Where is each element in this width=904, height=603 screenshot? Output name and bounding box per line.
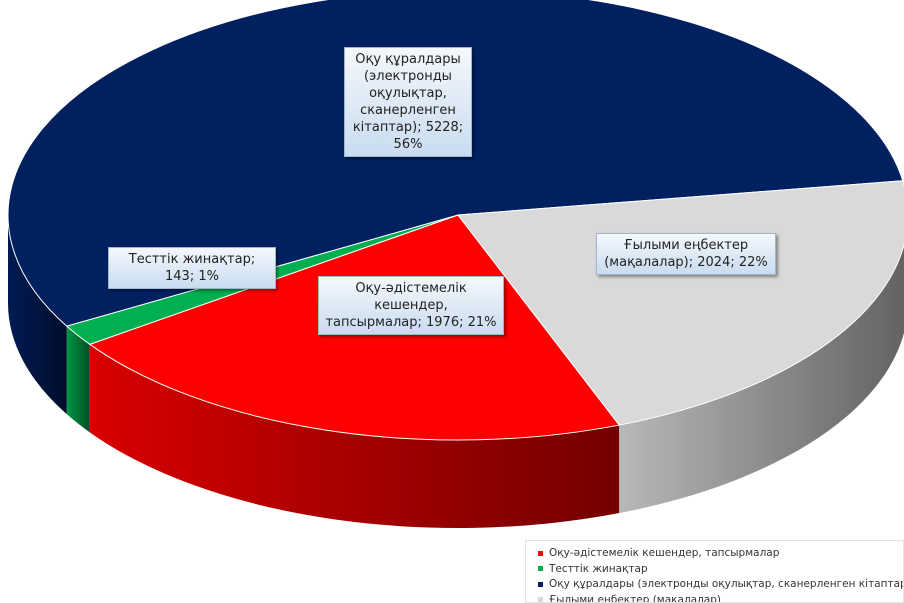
legend-swatch bbox=[538, 566, 543, 571]
data-label: Оқу-әдістемелік кешендер, тапсырмалар; 1… bbox=[318, 276, 504, 335]
legend-item: Оқу құралдары (электронды оқулықтар, ска… bbox=[538, 577, 903, 593]
legend-item: Ғылыми еңбектер (мақалалар) bbox=[538, 593, 903, 603]
data-label: Оқу құралдары (электронды оқулықтар, ска… bbox=[344, 47, 472, 157]
pie-side bbox=[89, 344, 620, 529]
data-label: Ғылыми еңбектер (мақалалар); 2024; 22% bbox=[596, 233, 776, 275]
pie-side bbox=[66, 326, 90, 433]
pie-slice bbox=[7, 0, 904, 327]
legend-item: Тесттік жинақтар bbox=[538, 562, 903, 578]
legend-label: Оқу құралдары (электронды оқулықтар, ска… bbox=[549, 578, 904, 590]
legend-swatch bbox=[538, 597, 543, 602]
legend-label: Оқу-әдістемелік кешендер, тапсырмалар bbox=[549, 547, 780, 559]
legend-swatch bbox=[538, 581, 543, 587]
legend-swatch bbox=[538, 550, 543, 556]
legend-label: Ғылыми еңбектер (мақалалар) bbox=[549, 593, 721, 603]
pie-slice bbox=[457, 180, 904, 426]
legend-item: Оқу-әдістемелік кешендер, тапсырмалар bbox=[538, 546, 903, 562]
pie-side bbox=[8, 215, 67, 415]
pie-side bbox=[619, 244, 904, 514]
legend-label: Тесттік жинақтар bbox=[549, 562, 648, 575]
legend: Оқу-әдістемелік кешендер, тапсырмалар Тес… bbox=[525, 540, 904, 603]
data-label: Тесттік жинақтар; 143; 1% bbox=[108, 247, 276, 289]
